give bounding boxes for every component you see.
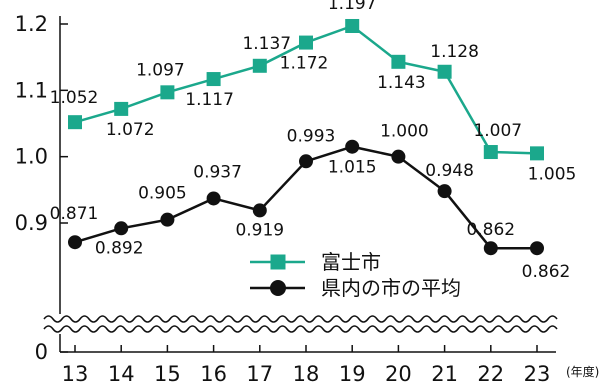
series-1-point xyxy=(206,191,221,206)
axis-break xyxy=(40,314,560,334)
data-label: 1.007 xyxy=(473,121,522,141)
x-tick-label: 17 xyxy=(246,362,273,386)
x-tick-label: 13 xyxy=(62,362,89,386)
data-label: 0.993 xyxy=(287,126,336,146)
y-tick-label: 1.0 xyxy=(15,145,48,169)
series-0-point xyxy=(160,85,175,100)
data-label: 1.097 xyxy=(136,60,185,80)
x-tick-label: 14 xyxy=(108,362,135,386)
data-label: 0.919 xyxy=(235,220,284,240)
x-tick-label: 20 xyxy=(385,362,412,386)
y-tick-label: 0.9 xyxy=(15,211,48,235)
data-label: 1.015 xyxy=(328,158,377,178)
series-1-point xyxy=(252,203,267,218)
series-1-point xyxy=(160,212,175,227)
series-0-point xyxy=(437,64,452,79)
series-0-point xyxy=(114,101,129,116)
data-label: 1.117 xyxy=(185,90,234,110)
data-label: 0.871 xyxy=(50,204,99,224)
series-1-point xyxy=(483,241,498,256)
x-tick-label: 22 xyxy=(477,362,504,386)
axes: 0 0.9 1.0 1.1 1.2 13 14 15 16 17 18 19 20 21 22 23 (年度) xyxy=(15,12,600,386)
series-0-point xyxy=(530,146,544,161)
series-0-point xyxy=(345,18,360,33)
data-label: 1.128 xyxy=(430,42,479,62)
data-label: 1.072 xyxy=(106,120,155,140)
series-0-point xyxy=(206,72,221,87)
series-group xyxy=(68,18,544,256)
data-label: 0.905 xyxy=(138,184,187,204)
x-tick-label: 19 xyxy=(339,362,366,386)
data-label: 0.862 xyxy=(466,220,515,240)
series-1-point xyxy=(299,154,313,169)
data-label: 0.862 xyxy=(522,262,571,282)
data-label: 1.000 xyxy=(380,122,429,142)
data-label: 1.137 xyxy=(242,34,291,54)
axis-break-wave-upper xyxy=(43,315,558,323)
x-tick-label: 15 xyxy=(154,362,181,386)
data-label: 1.143 xyxy=(377,73,426,93)
data-label: 0.948 xyxy=(425,161,474,181)
series-1-point xyxy=(114,221,129,236)
y-tick-label: 1.2 xyxy=(15,12,48,36)
data-label: 1.005 xyxy=(528,164,577,184)
series-0-point xyxy=(68,115,82,130)
series-1-point xyxy=(391,149,406,164)
x-tick-label: 18 xyxy=(293,362,320,386)
x-tick-label: 16 xyxy=(200,362,227,386)
data-label: 1.052 xyxy=(50,88,99,108)
data-label: 0.892 xyxy=(95,238,144,258)
series-0-point xyxy=(299,35,313,50)
legend-label-1: 県内の市の平均 xyxy=(321,276,461,300)
x-unit-label: (年度) xyxy=(566,364,599,379)
x-tick-label: 21 xyxy=(431,362,458,386)
x-tick-label: 23 xyxy=(524,362,551,386)
series-0-point xyxy=(391,54,406,69)
series-1-point xyxy=(68,235,82,250)
y-tick-label: 1.1 xyxy=(15,78,48,102)
legend-square-marker xyxy=(270,254,286,270)
series-1-point xyxy=(437,184,452,199)
series-1-point xyxy=(530,241,544,256)
series-0-point xyxy=(483,145,498,160)
axis-break-wave-lower xyxy=(43,325,558,333)
series-0-point xyxy=(252,58,267,73)
data-label: 0.937 xyxy=(193,162,242,182)
series-1-point xyxy=(345,139,360,154)
legend-circle-marker xyxy=(270,280,286,296)
data-label: 1.172 xyxy=(280,54,329,74)
data-label: 1.197 xyxy=(328,0,377,14)
legend-label-0: 富士市 xyxy=(321,250,381,274)
y-tick-label: 0 xyxy=(35,340,48,364)
